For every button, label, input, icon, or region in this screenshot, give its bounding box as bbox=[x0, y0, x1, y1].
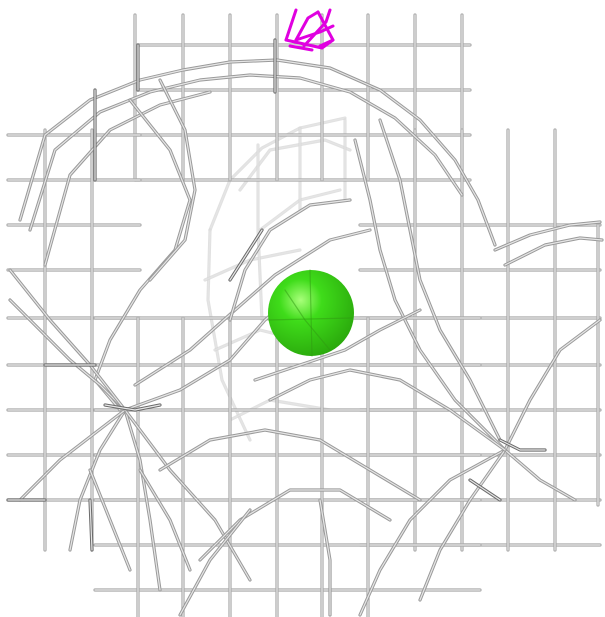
mesh-strand bbox=[229, 229, 263, 281]
mesh-strand bbox=[203, 248, 302, 282]
mesh-strand bbox=[379, 119, 501, 441]
mesh-strand bbox=[89, 469, 131, 571]
mesh-strand bbox=[378, 118, 502, 442]
mesh-strand bbox=[204, 249, 301, 281]
mesh-strand bbox=[209, 117, 346, 231]
mesh-strand bbox=[309, 269, 313, 357]
ligand-bond bbox=[294, 24, 335, 42]
mesh-strand bbox=[139, 469, 191, 571]
mesh-strand bbox=[29, 74, 463, 231]
mesh-strand bbox=[269, 369, 506, 451]
mesh-strand bbox=[229, 199, 351, 321]
magenta-ligand-fragment bbox=[284, 8, 335, 52]
mesh-strand bbox=[179, 509, 251, 616]
mesh-strand bbox=[419, 449, 506, 601]
mesh-strand bbox=[254, 309, 421, 381]
mesh-strand bbox=[504, 449, 576, 501]
mesh-strand bbox=[19, 59, 496, 246]
ligand-bond bbox=[302, 8, 332, 48]
mesh-strand bbox=[69, 409, 126, 551]
mesh-strand bbox=[44, 91, 211, 266]
mesh-strand bbox=[124, 409, 161, 591]
mesh-strand bbox=[499, 439, 546, 451]
mesh-front-layer bbox=[267, 269, 353, 357]
mesh-strand bbox=[503, 448, 577, 502]
mesh-strand bbox=[9, 269, 126, 411]
mesh-strand bbox=[504, 319, 601, 451]
ligand-bond bbox=[316, 10, 335, 48]
mesh-strand bbox=[354, 139, 506, 451]
mesh-strand bbox=[359, 449, 506, 616]
mesh-strand bbox=[149, 79, 196, 281]
mesh-strand bbox=[134, 229, 371, 386]
mesh-strand bbox=[104, 404, 161, 411]
mesh-strand bbox=[257, 144, 263, 321]
mesh-strand bbox=[267, 317, 353, 321]
mesh-strand bbox=[469, 479, 501, 501]
mesh-strand bbox=[159, 429, 421, 501]
mesh-strand bbox=[239, 139, 351, 191]
mesh-strand bbox=[494, 221, 601, 251]
mesh-strand bbox=[504, 237, 603, 266]
mesh-strand bbox=[199, 489, 391, 561]
mesh-strand bbox=[124, 409, 251, 581]
ligand-bond bbox=[284, 8, 298, 42]
mesh-strand bbox=[284, 289, 331, 351]
mesh-strand bbox=[319, 499, 331, 616]
ligand-bond bbox=[294, 10, 320, 42]
mesh-strand bbox=[9, 299, 126, 411]
ligand-bond bbox=[288, 44, 314, 52]
mesh-strand bbox=[89, 499, 93, 551]
mesh-strand bbox=[503, 318, 602, 452]
mesh-strand bbox=[19, 409, 126, 501]
